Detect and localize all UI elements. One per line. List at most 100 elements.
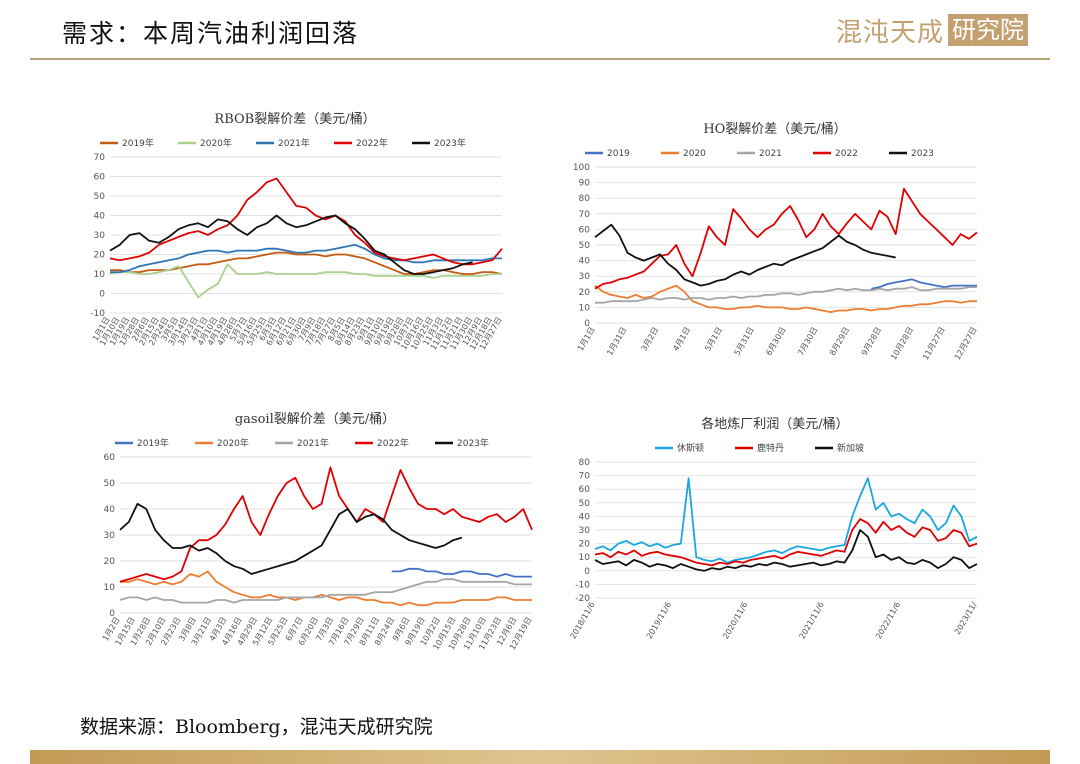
series-line [119, 502, 463, 575]
x-tick-label: 1月1日 [576, 326, 597, 353]
y-tick-label: 30 [579, 526, 591, 536]
legend-label: 2023 [911, 149, 934, 159]
series-line [109, 177, 503, 266]
gasoil-crack-chart: gasoil裂解价差（美元/桶） 2019年 2020年 2021年 2022年 2023… [90, 405, 540, 675]
x-tick-label: 2020/11/6 [721, 601, 749, 641]
legend-label: 2021年 [297, 437, 329, 449]
y-tick-label: 30 [94, 231, 106, 241]
y-tick-label: 70 [579, 472, 591, 482]
y-tick-label: 40 [579, 512, 591, 522]
x-tick-label: 10月28日 [889, 326, 915, 362]
source-note: 数据来源：Bloomberg，混沌天成研究院 [80, 716, 433, 738]
logo-text: 混沌天成 [835, 17, 944, 48]
y-tick-label: 20 [579, 288, 591, 298]
y-tick-label: 50 [104, 479, 116, 489]
x-tick-label: 2021/11/6 [798, 601, 826, 641]
y-tick-label: 60 [579, 225, 591, 235]
y-tick-label: 20 [94, 251, 106, 261]
x-tick-label: 8月29日 [828, 326, 851, 358]
series-line [595, 286, 977, 304]
y-tick-label: 10 [104, 583, 116, 593]
y-tick-label: 60 [94, 173, 106, 183]
refinery-margin-chart: 各地炼厂利润（美元/桶） 休斯顿 鹿特丹 新加坡 -20 -10 0 10 20 30 40 50 60… [565, 410, 985, 660]
rbob-crack-chart: RBOB裂解价差（美元/桶） 2019年 2020年 2021年 2022年 2023年 -… [80, 105, 510, 375]
x-tick-label: 2019/11/6 [645, 601, 673, 641]
y-tick-label: -20 [575, 594, 590, 604]
y-tick-label: 60 [104, 453, 116, 463]
legend-label: 休斯顿 [677, 442, 704, 454]
x-tick-label: 5月1日 [703, 326, 724, 353]
y-tick-label: 0 [584, 319, 590, 329]
ho-crack-chart: HO裂解价差（美元/桶） 2019 2020 2021 2022 2023 0 10 20 30 4… [565, 115, 985, 385]
legend-label: 2022 [835, 149, 858, 159]
y-tick-label: 0 [109, 609, 115, 619]
y-tick-label: 60 [579, 485, 591, 495]
legend-label: 鹿特丹 [757, 442, 784, 454]
logo: 混沌天成 研究院 [836, 12, 1028, 48]
legend-label: 2023年 [434, 137, 466, 149]
x-tick-label: 6月30日 [764, 326, 787, 358]
footer-bar [30, 750, 1050, 764]
legend-label: 2019年 [137, 437, 169, 449]
y-tick-label: 50 [579, 241, 591, 251]
x-tick-label: 3月2日 [640, 326, 661, 353]
chart-title: gasoil裂解价差（美元/桶） [235, 412, 395, 427]
series-line [109, 214, 473, 275]
legend-label: 2021 [759, 149, 782, 159]
x-tick-label: 9月28日 [860, 326, 883, 358]
legend-label: 2019年 [122, 137, 154, 149]
series-line [119, 466, 533, 583]
legend-label: 2019 [607, 149, 630, 159]
y-tick-label: 70 [94, 153, 106, 163]
y-tick-label: 80 [579, 458, 591, 468]
series-line [594, 284, 977, 313]
legend-label: 2021年 [278, 137, 310, 149]
series-line [391, 567, 532, 578]
series-line [120, 570, 532, 607]
legend-label: 2023年 [457, 437, 489, 449]
x-tick-label: 2023/11/ [953, 600, 979, 636]
y-tick-label: 10 [579, 553, 591, 563]
x-tick-label: 12月27日 [953, 326, 979, 362]
series-line [594, 223, 896, 287]
legend-label: 2020年 [200, 137, 232, 149]
logo-box: 研究院 [948, 14, 1028, 46]
x-tick-label: 4月1日 [671, 326, 692, 353]
y-tick-label: 30 [579, 272, 591, 282]
legend-label: 2022年 [356, 137, 388, 149]
series-line [109, 263, 502, 299]
series-line [110, 243, 502, 273]
series-line [871, 278, 977, 290]
chart-title: HO裂解价差（美元/桶） [703, 122, 846, 137]
y-tick-label: 0 [584, 567, 590, 577]
chart-title: 各地炼厂利润（美元/桶） [701, 416, 848, 432]
legend-label: 2020年 [217, 437, 249, 449]
page-title: 需求：本周汽油利润回落 [62, 19, 360, 48]
x-tick-label: 7月30日 [796, 326, 819, 358]
y-tick-label: 40 [579, 257, 591, 267]
y-tick-label: 70 [579, 210, 591, 220]
y-tick-label: 20 [104, 557, 116, 567]
y-tick-label: -10 [90, 309, 105, 319]
legend-label: 2020 [683, 149, 706, 159]
series-line [594, 187, 978, 290]
series-line [594, 477, 978, 564]
x-tick-label: 2018/11/6 [568, 601, 596, 641]
y-tick-label: 10 [579, 303, 591, 313]
y-tick-label: 10 [94, 270, 106, 280]
x-tick-label: 11月27日 [921, 326, 947, 362]
y-tick-label: 80 [579, 194, 591, 204]
y-tick-label: 20 [579, 540, 591, 550]
series-line [110, 251, 503, 275]
series-line [594, 529, 978, 572]
y-tick-label: 30 [104, 531, 116, 541]
header-divider [30, 58, 1050, 60]
series-line [119, 578, 532, 604]
x-tick-label: 1月31日 [605, 326, 628, 358]
y-tick-label: -10 [575, 580, 590, 590]
x-tick-label: 5月31日 [732, 326, 755, 358]
series-line [594, 518, 978, 567]
legend-label: 2022年 [377, 437, 409, 449]
chart-title: RBOB裂解价差（美元/桶） [214, 112, 375, 127]
y-tick-label: 50 [94, 192, 106, 202]
